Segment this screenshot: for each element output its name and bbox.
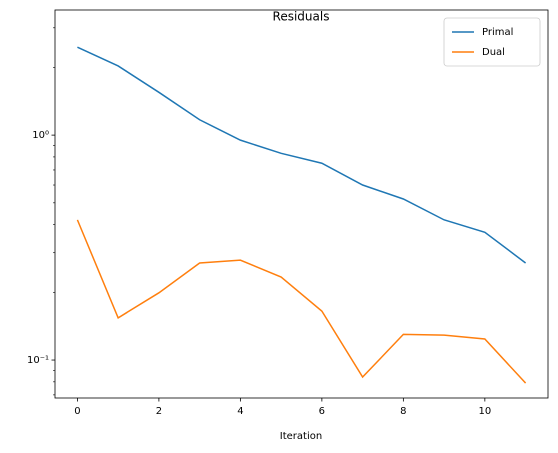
x-axis-label: Iteration xyxy=(280,431,322,442)
x-tick-label: 0 xyxy=(74,406,80,417)
y-tick-label: 10⁰ xyxy=(32,130,49,141)
y-tick-label: 10⁻¹ xyxy=(27,355,49,366)
x-tick-label: 10 xyxy=(478,406,491,417)
x-tick-label: 8 xyxy=(400,406,406,417)
legend-label: Primal xyxy=(482,27,513,38)
x-tick-label: 4 xyxy=(237,406,243,417)
legend-label: Dual xyxy=(482,47,505,58)
legend-box xyxy=(443,17,541,67)
x-tick-label: 6 xyxy=(319,406,325,417)
x-tick-label: 2 xyxy=(156,406,162,417)
series-line xyxy=(76,219,527,384)
series-line xyxy=(77,46,527,264)
chart-title: Residuals xyxy=(273,10,330,24)
axes-frame xyxy=(54,9,549,399)
